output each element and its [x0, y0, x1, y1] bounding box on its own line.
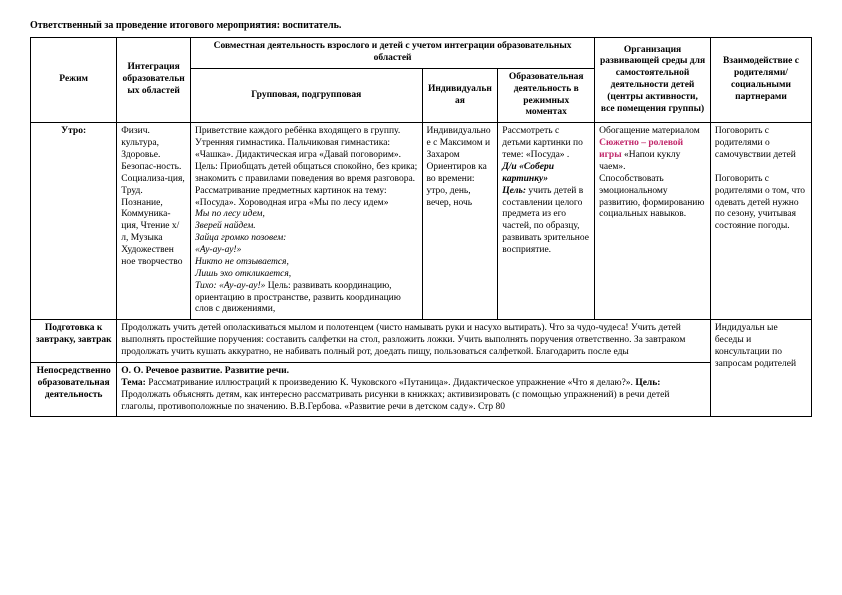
morning-i3: Зайца громко позовем: [195, 233, 286, 243]
row-morning-integration: Физич. культура, Здоровье. Безопас-ность… [117, 123, 191, 320]
header-regime: Режим [31, 38, 117, 123]
nod-line2d: Продолжать объяснять детям, как интересн… [121, 390, 669, 412]
obr-c: Цель: [502, 186, 526, 196]
header-parents: Взаимодействие с родителями/ социальными… [710, 38, 811, 123]
responsible-line: Ответственный за проведение итогового ме… [30, 20, 812, 31]
row-morning-label: Утро: [31, 123, 117, 320]
nod-line2a: Тема: [121, 378, 146, 388]
row-breakfast-parents: Индидуальн ые беседы и консультации по з… [710, 320, 811, 417]
nod-line2c: Цель: [635, 378, 660, 388]
morning-i5: Никто не отзывается, [195, 257, 289, 267]
header-obr: Образовательная деятельность в режимных … [498, 68, 595, 123]
row-morning-group: Приветствие каждого ребёнка входящего в … [190, 123, 422, 320]
env-a: Обогащение материалом [599, 126, 700, 136]
env-d: Способствовать эмоциональному развитию, … [599, 174, 704, 220]
parents-a: Поговорить с родителями о самочувствии д… [715, 126, 796, 160]
nod-line2b: Рассматривание иллюстраций к произведени… [146, 378, 636, 388]
morning-i1: Мы по лесу идем, [195, 209, 265, 219]
obr-a: Рассмотреть с детьми картинки по теме: «… [502, 126, 583, 160]
row-nod-content: О. О. Речевое развитие. Развитие речи. Т… [117, 362, 711, 417]
morning-i2: Зверей найдем. [195, 221, 256, 231]
row-nod-label: Непосредственно образовательная деятельн… [31, 362, 117, 417]
row-breakfast-content: Продолжать учить детей ополаскиваться мы… [117, 320, 711, 363]
row-morning-parents: Поговорить с родителями о самочувствии д… [710, 123, 811, 320]
row-morning-obr: Рассмотреть с детьми картинки по теме: «… [498, 123, 595, 320]
obr-b: Д/и «Собери картинку» [502, 162, 554, 184]
schedule-table: Режим Интеграция образовательных областе… [30, 37, 812, 417]
header-joint: Совместная деятельность взрослого и дете… [190, 38, 594, 69]
row-morning-individual: Индивидуальное с Максимом и Захаром Орие… [422, 123, 498, 320]
row-morning-env: Обогащение материалом Сюжетно – ролевой … [595, 123, 711, 320]
header-individual: Индивидуальная [422, 68, 498, 123]
header-integration: Интеграция образовательных областей [117, 38, 191, 123]
nod-line1: О. О. Речевое развитие. Развитие речи. [121, 366, 289, 376]
morning-i6: Лишь эхо откликается, [195, 269, 291, 279]
morning-i4: «Ау-ау-ау!» [195, 245, 241, 255]
morning-group-p1: Приветствие каждого ребёнка входящего в … [195, 126, 417, 184]
header-environment: Организация развивающей среды для самост… [595, 38, 711, 123]
row-breakfast-label: Подготовка к завтраку, завтрак [31, 320, 117, 363]
morning-i7a: Тихо: «Ау-ау-ау!» [195, 281, 265, 291]
parents-b: Поговорить с родителями о том, что одева… [715, 174, 805, 232]
header-group: Групповая, подгрупповая [190, 68, 422, 123]
morning-group-p2: Рассматривание предметных картинок на те… [195, 186, 388, 208]
obr-d: учить детей в составлении целого предмет… [502, 186, 589, 255]
